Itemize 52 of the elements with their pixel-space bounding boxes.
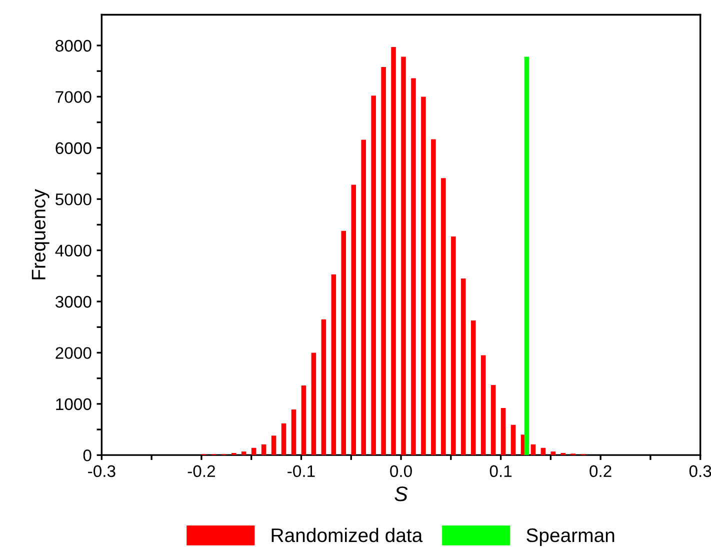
bar <box>351 184 356 456</box>
y-tick-label: 5000 <box>56 193 92 206</box>
bar <box>321 319 326 456</box>
bar <box>291 410 296 456</box>
bar <box>550 452 556 456</box>
legend-label: Spearman <box>526 528 614 546</box>
bar <box>470 320 476 456</box>
bar <box>441 178 446 456</box>
bar <box>450 236 456 456</box>
bar <box>281 423 286 456</box>
bar <box>251 448 256 456</box>
y-tick-label: 1000 <box>56 398 92 410</box>
bar <box>371 96 376 456</box>
bar <box>381 66 386 456</box>
y-tick-label: 6000 <box>56 142 92 154</box>
bar <box>540 448 546 456</box>
x-tick-label: 0.3 <box>689 465 711 478</box>
x-axis-title: S <box>394 486 408 502</box>
bar <box>331 274 336 456</box>
bar <box>401 56 406 456</box>
y-tick-label: 2000 <box>56 347 92 359</box>
x-tick-label: -0.2 <box>188 465 215 478</box>
bar <box>391 47 396 456</box>
bar <box>311 352 316 456</box>
bar <box>480 355 486 456</box>
bar <box>421 96 426 456</box>
bar <box>510 424 516 456</box>
bar <box>500 408 506 456</box>
y-tick-label: 7000 <box>56 91 92 103</box>
x-tick-label: 0.2 <box>590 465 612 478</box>
bar <box>341 230 346 456</box>
bar <box>530 444 536 456</box>
y-axis-title: Frequency <box>32 189 50 280</box>
bar <box>261 444 266 456</box>
legend-label: Randomized data <box>272 528 423 542</box>
y-tick-label: 0 <box>83 450 92 462</box>
x-tick-label: 0.1 <box>490 465 512 478</box>
bar <box>431 139 436 456</box>
bar <box>361 140 366 456</box>
bar <box>460 278 466 456</box>
x-tick-label: 0.0 <box>390 465 412 478</box>
y-tick-label: 4000 <box>55 244 92 256</box>
bar <box>524 56 530 456</box>
y-tick-label: 8000 <box>56 40 92 52</box>
x-tick-label: -0.3 <box>88 465 116 478</box>
bar <box>241 452 246 456</box>
bar <box>411 78 416 456</box>
bar <box>490 384 496 456</box>
x-tick-label: -0.1 <box>288 465 315 478</box>
bar <box>301 385 306 456</box>
y-tick-label: 3000 <box>56 296 92 308</box>
bar <box>271 436 276 456</box>
